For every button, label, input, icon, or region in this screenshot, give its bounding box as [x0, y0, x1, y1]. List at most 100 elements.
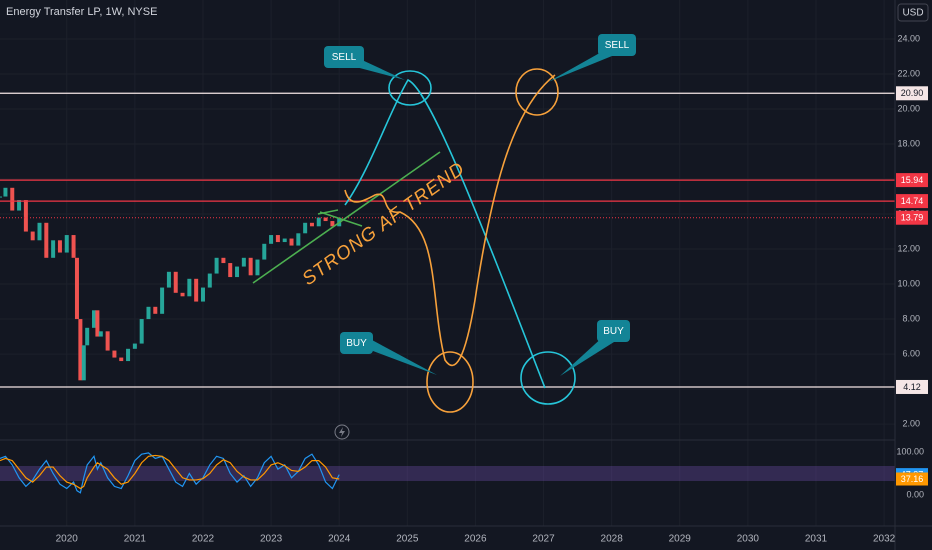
- candle: [255, 259, 260, 276]
- chart-title: Energy Transfer LP, 1W, NYSE: [6, 6, 157, 18]
- candle: [166, 271, 171, 288]
- drawings: [252, 68, 576, 413]
- x-tick-label: 2020: [56, 534, 79, 545]
- candle: [126, 348, 131, 362]
- level-label: 4.12: [903, 382, 921, 392]
- candle: [146, 306, 151, 320]
- candle: [316, 217, 321, 227]
- callout-text: SELL: [332, 52, 357, 63]
- candle: [44, 222, 49, 258]
- alert-circle: [334, 424, 350, 440]
- alert-bolt: [339, 427, 345, 437]
- level-label-box: [896, 86, 928, 101]
- candle: [282, 238, 287, 243]
- candle: [173, 271, 178, 293]
- y-tick-label: 18.00: [897, 138, 920, 148]
- orange-circle: [426, 351, 474, 413]
- candle: [180, 292, 185, 297]
- candle: [30, 231, 35, 241]
- level-label-box: [896, 210, 928, 225]
- candle: [51, 240, 56, 258]
- candle: [289, 238, 294, 246]
- candle: [132, 343, 137, 349]
- x-tick-label: 2026: [464, 534, 487, 545]
- candle: [269, 235, 274, 244]
- blue-circle: [388, 70, 432, 106]
- callout: [324, 46, 364, 68]
- candle: [160, 287, 165, 314]
- x-tick-label: 2021: [124, 534, 147, 545]
- y-tick-label: 0.00: [906, 489, 924, 499]
- candle: [119, 357, 124, 362]
- candle: [71, 235, 76, 258]
- y-tick-label: 100.00: [896, 446, 924, 456]
- callout: [597, 320, 630, 342]
- x-tick-label: 2025: [396, 534, 419, 545]
- candle: [200, 287, 205, 302]
- indicator-band: [0, 466, 895, 481]
- x-tick-label: 2028: [601, 534, 624, 545]
- plot: [0, 92, 895, 388]
- y-tick-label: 20.00: [897, 103, 920, 113]
- y-tick-label: 24.00: [897, 33, 920, 43]
- y-tick-label: 8.00: [902, 313, 920, 323]
- x-tick-label: 2027: [532, 534, 555, 545]
- candle: [23, 200, 28, 232]
- callout-pointer: [548, 50, 612, 82]
- candle: [207, 273, 212, 288]
- candle: [330, 221, 335, 227]
- y-tick-label: 12.00: [897, 243, 920, 253]
- candle: [248, 257, 253, 276]
- level-label: 15.94: [901, 175, 924, 185]
- candle: [78, 319, 83, 381]
- indicator-line: [0, 454, 340, 490]
- indicator: [0, 452, 340, 494]
- candle: [112, 350, 117, 358]
- callout: [598, 34, 636, 56]
- callout-text: BUY: [603, 326, 624, 337]
- axes: 2020 2021 2022 2023 2024 2025 2026 2027 2028 2029…: [56, 33, 928, 545]
- candle: [10, 187, 15, 211]
- x-tick-label: 2030: [737, 534, 760, 545]
- level-label: 13.79: [901, 213, 924, 223]
- candle: [98, 331, 103, 337]
- value-label-box: [896, 472, 928, 486]
- callout-text: BUY: [346, 338, 367, 349]
- alert-icon: [334, 424, 350, 440]
- value-label: 37.16: [901, 474, 924, 484]
- currency: USD: [902, 8, 923, 19]
- x-tick-label: 2024: [328, 534, 351, 545]
- candle: [235, 266, 240, 278]
- candle: [262, 243, 267, 260]
- blue-circle: [520, 351, 576, 405]
- candle: [275, 235, 280, 243]
- candle: [139, 319, 144, 344]
- candle: [64, 235, 69, 253]
- candle: [296, 233, 301, 246]
- y-tick-label: 10.00: [897, 278, 920, 288]
- candle: [194, 278, 199, 302]
- callout-pointer: [365, 340, 437, 375]
- price-axis: [895, 0, 932, 550]
- candle: [74, 257, 79, 320]
- candle: [221, 257, 226, 264]
- candle: [323, 217, 328, 222]
- level-label-box: [896, 173, 928, 188]
- candle: [187, 278, 192, 297]
- candle: [17, 200, 22, 211]
- trend-mark: [317, 209, 363, 227]
- candle: [37, 222, 42, 241]
- candle: [57, 240, 62, 253]
- y-tick-label: 22.00: [897, 68, 920, 78]
- candle: [95, 310, 100, 337]
- candle: [3, 187, 8, 197]
- candle: [81, 345, 86, 381]
- callout-text: SELL: [605, 40, 630, 51]
- candle: [0, 196, 2, 198]
- orange-circle: [515, 68, 559, 116]
- callout-pointer: [560, 335, 614, 376]
- x-tick-label: 2031: [805, 534, 828, 545]
- blue-path: [344, 78, 546, 389]
- x-tick-label: 2022: [192, 534, 215, 545]
